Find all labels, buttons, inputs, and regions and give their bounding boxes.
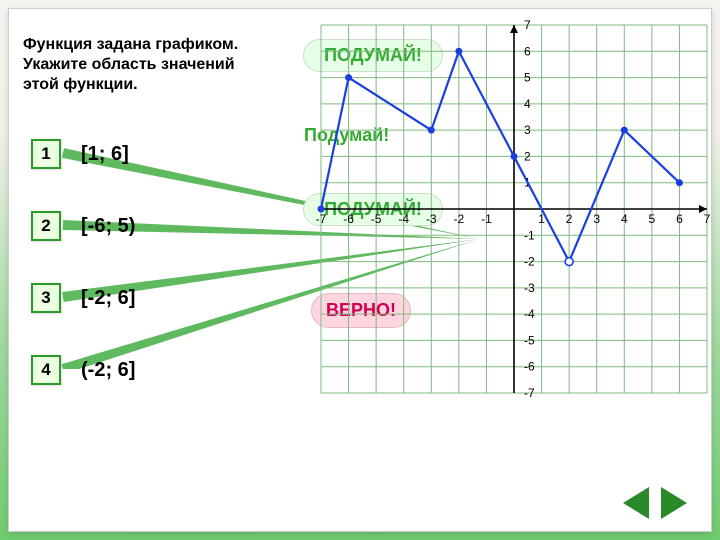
svg-text:-6: -6 xyxy=(524,360,535,374)
option-row[interactable]: 2 [-6; 5) xyxy=(31,211,135,241)
svg-text:-4: -4 xyxy=(524,307,535,321)
option-label: (-2; 6] xyxy=(81,359,135,382)
svg-text:3: 3 xyxy=(524,123,531,137)
svg-text:5: 5 xyxy=(649,212,656,226)
option-number-box: 2 xyxy=(31,211,61,241)
svg-text:-2: -2 xyxy=(454,212,465,226)
svg-text:-2: -2 xyxy=(524,255,535,269)
content-panel: Функция задана графиком.Укажите область … xyxy=(8,8,712,532)
svg-text:-4: -4 xyxy=(398,212,409,226)
svg-text:-3: -3 xyxy=(524,281,535,295)
answer-options: 1 [1; 6] 2 [-6; 5) 3 [-2; 6] 4 (-2; 6] xyxy=(31,139,135,427)
option-label: [1; 6] xyxy=(81,143,129,166)
option-row[interactable]: 4 (-2; 6] xyxy=(31,355,135,385)
prev-arrow-icon[interactable] xyxy=(623,487,649,519)
option-number-box: 4 xyxy=(31,355,61,385)
svg-text:7: 7 xyxy=(524,19,531,32)
svg-text:3: 3 xyxy=(593,212,600,226)
svg-text:-1: -1 xyxy=(481,212,492,226)
option-number-box: 3 xyxy=(31,283,61,313)
svg-text:2: 2 xyxy=(524,149,531,163)
svg-text:4: 4 xyxy=(621,212,628,226)
svg-text:-5: -5 xyxy=(524,333,535,347)
svg-text:-5: -5 xyxy=(371,212,382,226)
svg-text:-7: -7 xyxy=(524,386,535,399)
svg-text:2: 2 xyxy=(566,212,573,226)
svg-text:4: 4 xyxy=(524,97,531,111)
function-graph: -7-6-5-4-3-2-11234567-7-6-5-4-3-2-112345… xyxy=(315,19,713,399)
option-number-box: 1 xyxy=(31,139,61,169)
svg-text:-3: -3 xyxy=(426,212,437,226)
svg-text:-6: -6 xyxy=(343,212,354,226)
svg-text:6: 6 xyxy=(676,212,683,226)
next-arrow-icon[interactable] xyxy=(661,487,687,519)
option-row[interactable]: 1 [1; 6] xyxy=(31,139,135,169)
svg-text:7: 7 xyxy=(704,212,711,226)
svg-text:5: 5 xyxy=(524,71,531,85)
question-text: Функция задана графиком.Укажите область … xyxy=(23,35,293,95)
option-label: [-6; 5) xyxy=(81,215,135,238)
svg-text:-7: -7 xyxy=(316,212,327,226)
option-label: [-2; 6] xyxy=(81,287,135,310)
svg-text:-1: -1 xyxy=(524,228,535,242)
svg-text:6: 6 xyxy=(524,44,531,58)
option-row[interactable]: 3 [-2; 6] xyxy=(31,283,135,313)
